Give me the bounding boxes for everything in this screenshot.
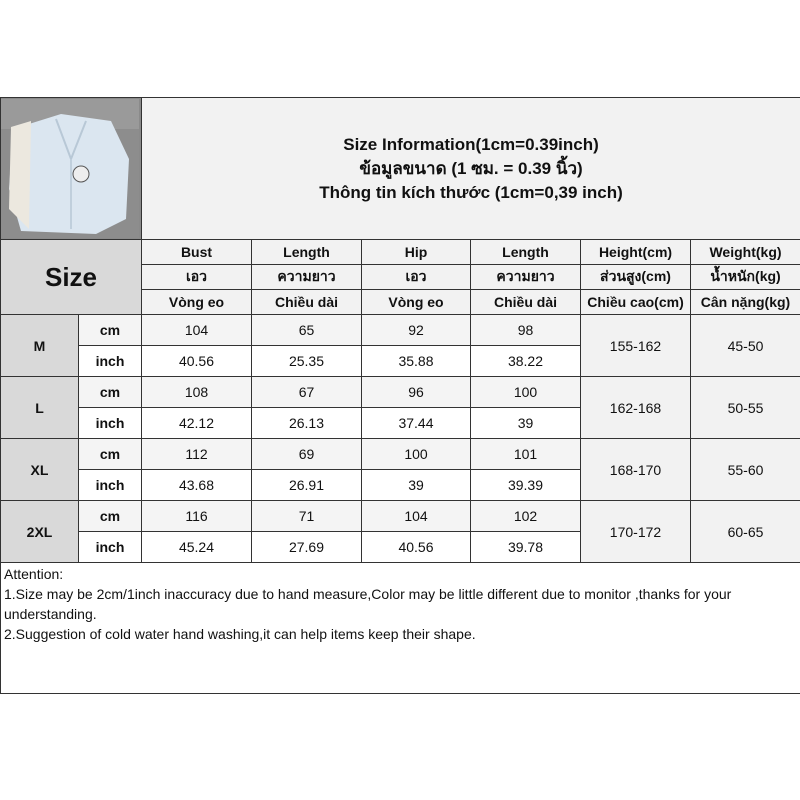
inch-value: 40.56 [361, 531, 471, 563]
header-height: Height(cm) [580, 239, 691, 265]
header-vi-height: Chiều cao(cm) [580, 289, 691, 315]
cm-value: 71 [251, 500, 362, 532]
cm-value: 92 [361, 314, 471, 346]
size-chart: Size Information(1cm=0.39inch) ข้อมูลขนา… [0, 97, 800, 694]
inch-value: 27.69 [251, 531, 362, 563]
cm-value: 65 [251, 314, 362, 346]
unit-inch: inch [78, 531, 142, 563]
unit-cm: cm [78, 500, 142, 532]
inch-value: 26.13 [251, 407, 362, 439]
cm-value: 116 [141, 500, 252, 532]
weight-range: 55-60 [689, 438, 800, 501]
header-vi-bust: Vòng eo [141, 289, 252, 315]
table-row-cm: XL cm 112 69 100 101 168-170 55-60 [0, 438, 800, 501]
header-vi-length-2: Chiều dài [470, 289, 581, 315]
inch-value: 39.78 [470, 531, 581, 563]
cm-value: 98 [470, 314, 581, 346]
inch-value: 26.91 [251, 469, 362, 501]
header-th-hip: เอว [361, 264, 471, 290]
inch-value: 40.56 [141, 345, 252, 377]
inch-value: 35.88 [361, 345, 471, 377]
height-range: 162-168 [580, 376, 691, 439]
cm-value: 100 [470, 376, 581, 408]
cm-value: 104 [361, 500, 471, 532]
inch-value: 25.35 [251, 345, 362, 377]
unit-cm: cm [78, 314, 142, 346]
title-vi: Thông tin kích thước (1cm=0,39 inch) [319, 182, 623, 202]
header-length-2: Length [470, 239, 581, 265]
attention-heading: Attention: [4, 566, 64, 582]
height-range: 168-170 [580, 438, 691, 501]
size-header: Size [0, 239, 142, 315]
weight-range: 45-50 [689, 314, 800, 377]
table-row-cm: L cm 108 67 96 100 162-168 50-55 [0, 376, 800, 439]
size-label: XL [0, 438, 79, 501]
inch-value: 39 [361, 469, 471, 501]
attention-line-1: 1.Size may be 2cm/1inch inaccuracy due t… [4, 586, 732, 622]
table-row-inch: inch 42.12 26.13 37.44 39 [1, 407, 800, 439]
header-th-weight: น้ำหนัก(kg) [689, 264, 800, 290]
inch-value: 45.24 [141, 531, 252, 563]
table-row-inch: inch 45.24 27.69 40.56 39.78 [1, 531, 800, 563]
inch-value: 39.39 [470, 469, 581, 501]
cm-value: 102 [470, 500, 581, 532]
header-th-bust: เอว [141, 264, 252, 290]
header-weight: Weight(kg) [689, 239, 800, 265]
header-th-length-2: ความยาว [470, 264, 581, 290]
product-photo [0, 97, 142, 240]
title-th: ข้อมูลขนาด (1 ซม. = 0.39 นิ้ว) [359, 158, 583, 178]
header-length: Length [251, 239, 362, 265]
cm-value: 108 [141, 376, 252, 408]
inch-value: 37.44 [361, 407, 471, 439]
table-row-cm: M cm 104 65 92 98 155-162 45-50 [0, 314, 800, 377]
cm-value: 112 [141, 438, 252, 470]
weight-range: 50-55 [689, 376, 800, 439]
shirt-image [1, 99, 139, 238]
size-label: M [0, 314, 79, 377]
height-range: 155-162 [580, 314, 691, 377]
inch-value: 43.68 [141, 469, 252, 501]
cm-value: 67 [251, 376, 362, 408]
inch-value: 39 [470, 407, 581, 439]
header-bust: Bust [141, 239, 252, 265]
header-th-length: ความยาว [251, 264, 362, 290]
cm-value: 96 [361, 376, 471, 408]
size-label: L [0, 376, 79, 439]
header-th-height: ส่วนสูง(cm) [580, 264, 691, 290]
unit-cm: cm [78, 376, 142, 408]
header-vi-hip: Vòng eo [361, 289, 471, 315]
unit-inch: inch [78, 345, 142, 377]
header-vi-weight: Cân nặng(kg) [689, 289, 800, 315]
unit-inch: inch [78, 407, 142, 439]
inch-value: 42.12 [141, 407, 252, 439]
unit-inch: inch [78, 469, 142, 501]
title-en: Size Information(1cm=0.39inch) [343, 134, 599, 154]
height-range: 170-172 [580, 500, 691, 563]
size-table: Size Information(1cm=0.39inch) ข้อมูลขนา… [0, 97, 800, 694]
table-row-cm: 2XL cm 116 71 104 102 170-172 60-65 [0, 500, 800, 563]
cm-value: 104 [141, 314, 252, 346]
cm-value: 101 [470, 438, 581, 470]
unit-cm: cm [78, 438, 142, 470]
attention-line-2: 2.Suggestion of cold water hand washing,… [4, 626, 476, 642]
cm-value: 100 [361, 438, 471, 470]
cm-value: 69 [251, 438, 362, 470]
size-info-title: Size Information(1cm=0.39inch) ข้อมูลขนา… [140, 97, 800, 240]
attention-note: Attention: 1.Size may be 2cm/1inch inacc… [0, 562, 800, 694]
size-label: 2XL [0, 500, 79, 563]
header-hip: Hip [361, 239, 471, 265]
weight-range: 60-65 [689, 500, 800, 563]
header-vi-length: Chiều dài [251, 289, 362, 315]
table-row-inch: inch 43.68 26.91 39 39.39 [1, 469, 800, 501]
inch-value: 38.22 [470, 345, 581, 377]
